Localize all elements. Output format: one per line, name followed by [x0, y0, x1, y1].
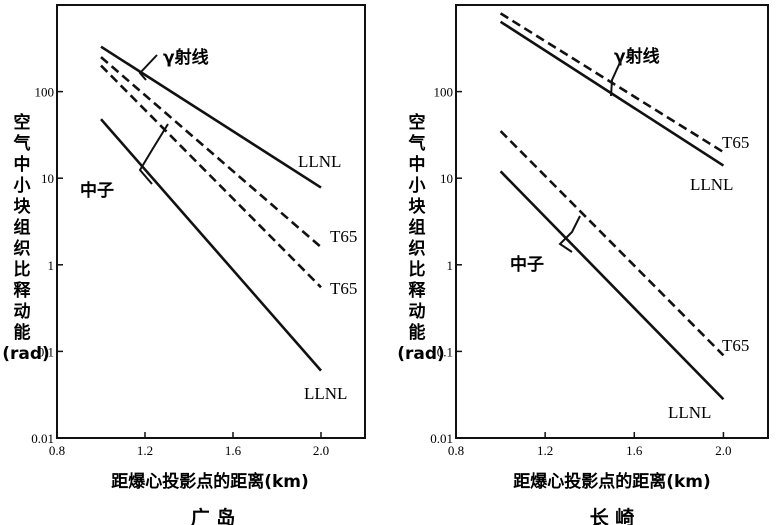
y-axis-label-char: 释	[409, 280, 427, 301]
y-axis-label-char: 释	[14, 280, 32, 301]
series-label-llnl-gamma: LLNL	[690, 175, 733, 194]
y-tick-label: 0.01	[31, 431, 54, 446]
y-tick-label: 100	[35, 85, 55, 100]
series-line-llnl-gamma	[100, 45, 322, 189]
series-label-t65-neutron: T65	[330, 279, 357, 298]
annotation-arrow-gamma	[138, 54, 158, 81]
y-axis-label-char: 织	[14, 238, 31, 259]
x-tick-label: 1.2	[137, 443, 153, 458]
y-axis-label-char: 气	[408, 133, 426, 154]
x-axis-label: 距爆心投影点的距离(km)	[111, 471, 309, 492]
series-label-t65-neutron: T65	[722, 336, 749, 355]
x-tick-label: 0.8	[49, 443, 65, 458]
series-line-llnl-neutron	[499, 170, 725, 401]
x-axis-label: 距爆心投影点的距离(km)	[513, 471, 711, 492]
y-axis-label-char: 能	[409, 322, 426, 343]
series-label-llnl-gamma: LLNL	[298, 152, 341, 171]
y-tick-label: 1	[48, 258, 55, 273]
y-axis-label-char: 小	[409, 176, 426, 196]
y-tick-label: 0.01	[430, 431, 453, 446]
series-label-llnl-neutron: LLNL	[668, 403, 711, 422]
series-line-llnl-neutron	[100, 118, 322, 372]
annotation-arrow-neutron	[558, 215, 581, 253]
series-line-t65-neutron	[499, 130, 725, 357]
y-axis-label-char: 组	[14, 217, 31, 238]
plot-frame	[455, 4, 769, 439]
y-axis-label-char: 空	[409, 112, 426, 133]
x-tick-label: 2.0	[313, 443, 329, 458]
annotation-arrow-gamma	[610, 57, 623, 97]
y-axis-label-char: 空	[14, 112, 31, 133]
y-axis-label-char: 中	[409, 154, 426, 175]
y-axis-label-char: 块	[409, 197, 427, 217]
x-tick-label: 1.2	[537, 443, 553, 458]
y-tick-label: 0.1	[38, 344, 54, 359]
series-label-t65-gamma: T65	[330, 227, 357, 246]
x-tick-label: 1.6	[225, 443, 242, 458]
y-axis-label-char: 比	[409, 259, 426, 280]
x-tick-label: 2.0	[715, 443, 731, 458]
series-line-t65-neutron	[100, 64, 322, 289]
y-axis-label-unit: (rad)	[2, 344, 50, 364]
y-axis-label-char: 动	[14, 302, 31, 322]
y-tick-label: 10	[41, 171, 54, 186]
y-axis-label-char: 比	[14, 259, 31, 280]
y-tick-label: 10	[440, 171, 453, 186]
x-tick-label: 0.8	[448, 443, 464, 458]
plot-frame	[56, 4, 366, 439]
chart-panel-nagasaki: 0.8 1.2 1.6 2.0 0.01 0.1 1 10 100 T65 LLNL T65 L…	[397, 4, 769, 525]
y-tick-label: 1	[447, 258, 454, 273]
y-axis-label-char: 能	[14, 322, 31, 343]
y-axis-label-unit: (rad)	[397, 344, 445, 364]
annotation-neutron: 中子	[80, 180, 114, 201]
x-tick-label: 1.6	[626, 443, 643, 458]
y-axis-label-char: 块	[14, 197, 32, 217]
y-tick-label: 0.1	[437, 344, 453, 359]
chart-panel-hiroshima: 0.8 1.2 1.6 2.0 0.01 0.1 1 10 100 LLNL T65 T65 L…	[2, 4, 366, 525]
y-axis-label-char: 动	[409, 302, 426, 322]
y-tick-label: 100	[434, 85, 454, 100]
series-line-t65-gamma	[100, 56, 322, 249]
annotation-arrow-neutron	[138, 123, 169, 185]
y-axis-label-char: 小	[14, 176, 31, 196]
y-axis-label-char: 组	[409, 217, 426, 238]
y-axis-label-char: 织	[409, 238, 426, 259]
series-label-llnl-neutron: LLNL	[304, 384, 347, 403]
chart-title: 长 崎	[590, 506, 635, 525]
y-axis-label-char: 中	[14, 154, 31, 175]
annotation-gamma: γ射线	[614, 46, 660, 67]
annotation-gamma: γ射线	[163, 47, 209, 68]
annotation-neutron: 中子	[510, 254, 544, 275]
chart-title: 广 岛	[191, 506, 236, 525]
y-axis-label-char: 气	[13, 133, 31, 154]
series-label-t65-gamma: T65	[722, 133, 749, 152]
